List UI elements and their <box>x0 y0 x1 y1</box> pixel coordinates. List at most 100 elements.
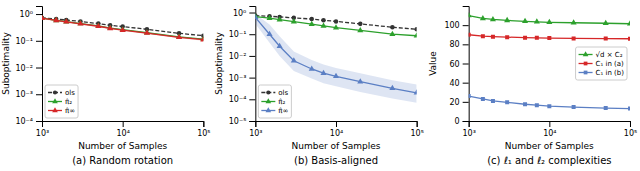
legend-box <box>45 85 78 118</box>
legend-label: π̂₂ <box>65 98 72 106</box>
marker <box>414 27 416 32</box>
marker <box>309 65 315 70</box>
marker <box>95 23 101 28</box>
x-axis: 10³ 10⁴ 10⁵ <box>462 121 637 138</box>
tick-label: 10⁻⁵ <box>229 117 247 126</box>
marker <box>414 32 417 37</box>
marker <box>77 20 83 25</box>
marker <box>176 33 182 38</box>
band <box>42 17 203 40</box>
y-axis-title: Suboptimality <box>1 32 11 95</box>
tick: 10⁻³ <box>15 90 42 99</box>
tick: 10⁵ <box>624 121 637 138</box>
marker <box>469 94 471 98</box>
tick: 10⁰ <box>233 9 255 18</box>
tick-mark <box>36 121 42 122</box>
tick-label: 10⁴ <box>330 129 343 138</box>
tick: 80 <box>449 40 468 49</box>
title: (a) Random rotation <box>72 155 173 166</box>
legend: √d × C₂C₁ in (a)C₁ in (b) <box>576 47 627 80</box>
marker <box>547 36 551 40</box>
title: (b) Basis-aligned <box>294 155 378 166</box>
legend-item: ols <box>261 89 288 97</box>
marker <box>604 37 608 41</box>
marker <box>291 57 297 62</box>
tick: 10⁻⁴ <box>229 95 256 104</box>
tick-label: 10⁴ <box>543 129 556 138</box>
legend-label: C₁ in (a) <box>596 60 625 68</box>
tick-label: 10³ <box>462 129 475 138</box>
tick: 10⁻¹ <box>229 30 256 39</box>
tick: 10³ <box>462 121 475 138</box>
tick-label: 10⁻¹ <box>15 37 33 46</box>
band <box>255 14 416 103</box>
marker <box>309 17 314 22</box>
x-axis-title: Number of Samples <box>292 141 381 151</box>
marker <box>333 73 339 78</box>
tick: 10⁵ <box>410 121 423 138</box>
marker <box>321 18 326 23</box>
y-axis: 10⁻⁴10⁻³10⁻²10⁻¹10⁰ <box>15 7 42 127</box>
marker <box>603 20 609 25</box>
tick: 10⁻⁴ <box>15 117 42 126</box>
tick-mark <box>123 121 124 127</box>
tick-label: 40 <box>449 79 459 88</box>
marker <box>200 36 203 41</box>
tick: 60 <box>449 60 468 69</box>
legend-item: C₁ in (b) <box>579 69 625 77</box>
panel: 10³ 10⁴ 10⁵ 10⁻⁵ 10⁻⁴ 10⁻³ 10⁻² 10⁻¹ 10⁰ Number o… <box>214 7 424 167</box>
marker <box>572 105 576 109</box>
tick-label: 10⁴ <box>116 129 129 138</box>
tick-mark <box>36 41 42 42</box>
marker <box>572 36 576 40</box>
marker <box>481 34 485 38</box>
axis-line <box>256 122 417 128</box>
marker <box>389 85 395 90</box>
tick-mark <box>336 121 337 127</box>
marker <box>120 27 126 32</box>
tick: 10³ <box>249 121 262 138</box>
legend-item: ols <box>48 89 75 97</box>
marker <box>469 33 471 37</box>
marker <box>505 100 509 104</box>
line <box>42 18 203 39</box>
marker <box>357 78 363 83</box>
legend: olsπ̂₂π̂∞ <box>258 85 291 118</box>
tick-mark <box>417 121 418 127</box>
marker <box>523 36 527 40</box>
legend-marker <box>266 90 270 94</box>
marker <box>320 22 326 27</box>
marker <box>53 17 59 22</box>
line <box>42 18 203 39</box>
marker <box>107 25 113 30</box>
tick-label: 10⁻⁴ <box>15 117 33 126</box>
marker <box>291 18 297 23</box>
legend-marker <box>583 51 589 56</box>
legend-marker <box>53 90 57 94</box>
chart-container: 10³ 10⁴ 10⁵ 10⁻⁴ 10⁻³ 10⁻² 10⁻¹ 10⁰ Number of Sa… <box>0 0 640 171</box>
tick-label: 10⁻⁴ <box>229 95 247 104</box>
tick: 10⁻² <box>229 52 256 61</box>
legend-label: π̂₂ <box>278 98 285 106</box>
legend-label: C₁ in (b) <box>596 69 625 77</box>
marker <box>491 35 495 39</box>
marker <box>628 107 630 111</box>
tick-label: 10⁻³ <box>229 74 247 83</box>
legend: olsπ̂₂π̂∞ <box>45 85 78 118</box>
panel: 10³10⁴10⁵020406080100Number of SamplesVa… <box>428 7 638 167</box>
marker <box>176 34 182 39</box>
marker <box>491 99 495 103</box>
legend-item: √d × C₂ <box>579 51 623 59</box>
marker <box>627 20 630 25</box>
legend-box <box>576 47 627 80</box>
legend-label: π̂∞ <box>278 107 288 115</box>
legend-marker <box>52 98 58 103</box>
plot-area <box>469 12 630 110</box>
legend-marker <box>265 98 271 103</box>
marker <box>77 20 83 25</box>
tick-mark <box>630 121 631 127</box>
marker <box>490 16 496 21</box>
marker <box>535 36 539 40</box>
tick: 10⁴ <box>116 121 129 138</box>
tick-mark <box>249 34 255 35</box>
